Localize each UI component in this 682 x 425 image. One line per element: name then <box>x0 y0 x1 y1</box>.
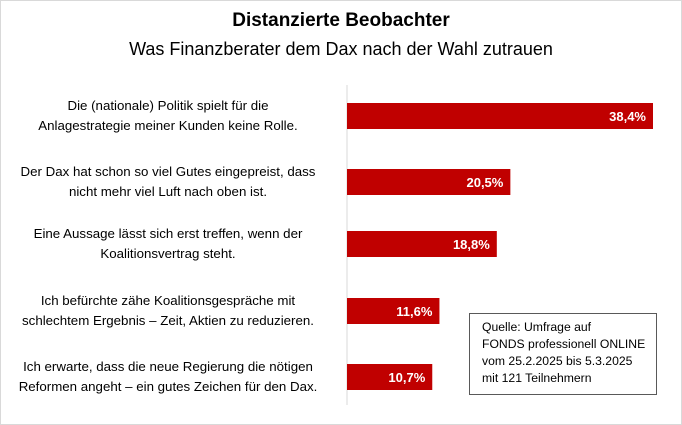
value-label-1: 38,4% <box>609 109 646 124</box>
category-label-2: Der Dax hat schon so viel Gutes eingepre… <box>0 162 336 202</box>
bar-4 <box>347 298 440 324</box>
category-label-3-line-2: Koalitionsvertrag steht. <box>100 246 236 261</box>
chart-title: Distanzierte Beobachter <box>232 10 450 31</box>
chart-subtitle: Was Finanzberater dem Dax nach der Wahl … <box>129 39 553 59</box>
category-label-1-line-2: Anlagestrategie meiner Kunden keine Roll… <box>38 118 298 133</box>
category-label-5-line-1: Ich erwarte, dass die neue Regierung die… <box>23 359 313 374</box>
category-label-2-line-1: Der Dax hat schon so viel Gutes eingepre… <box>20 164 316 179</box>
category-label-3: Eine Aussage lässt sich erst treffen, we… <box>0 224 336 264</box>
bar-3 <box>347 231 497 257</box>
category-label-3-line-1: Eine Aussage lässt sich erst treffen, we… <box>33 226 303 241</box>
category-label-4-line-2: schlechtem Ergebnis – Zeit, Aktien zu re… <box>22 313 314 328</box>
source-line-2: FONDS professionell ONLINE <box>482 337 646 351</box>
value-label-2: 20,5% <box>466 175 503 190</box>
source-note: Quelle: Umfrage auf FONDS professionell … <box>469 313 657 395</box>
category-label-4: Ich befürchte zähe Koalitionsgespräche m… <box>0 291 336 331</box>
bar-5 <box>347 364 433 390</box>
category-label-4-line-1: Ich befürchte zähe Koalitionsgespräche m… <box>40 293 296 308</box>
category-label-2-line-2: nicht mehr viel Luft nach oben ist. <box>68 184 268 199</box>
category-label-1-line-1: Die (nationale) Politik spielt für die <box>67 98 269 113</box>
value-label-3: 18,8% <box>453 237 490 252</box>
category-label-1: Die (nationale) Politik spielt für die An… <box>0 96 336 136</box>
value-label-5: 10,7% <box>388 370 425 385</box>
bar-2 <box>347 169 511 195</box>
value-label-4: 11,6% <box>396 304 433 319</box>
source-line-1: Quelle: Umfrage auf <box>482 320 592 334</box>
source-line-4: mit 121 Teilnehmern <box>482 371 592 385</box>
source-line-3: vom 25.2.2025 bis 5.3.2025 <box>482 354 633 368</box>
category-label-5: Ich erwarte, dass die neue Regierung die… <box>0 357 336 397</box>
bar-1 <box>347 103 653 129</box>
category-label-5-line-2: Reformen angeht – ein gutes Zeichen für … <box>18 379 318 394</box>
